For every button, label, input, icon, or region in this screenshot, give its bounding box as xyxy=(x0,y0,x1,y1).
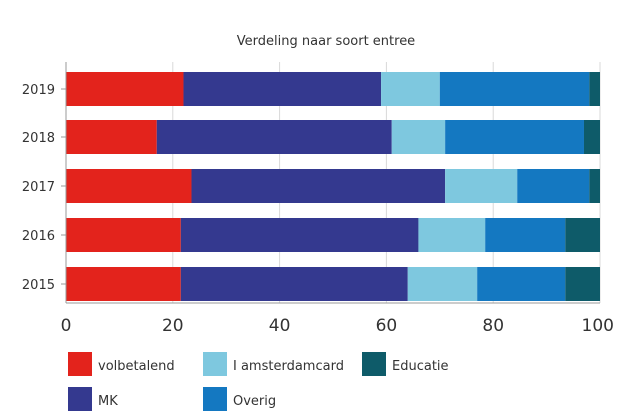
bar-2017-volbetalend xyxy=(66,169,192,203)
legend-label-educatie: Educatie xyxy=(392,359,449,374)
bar-2019-i-amsterdamcard xyxy=(381,72,440,106)
bar-2018-i-amsterdamcard xyxy=(391,120,446,154)
bar-2019-overig xyxy=(439,72,590,106)
legend-swatch-i-amsterdamcard xyxy=(203,352,227,376)
bar-2016-mk xyxy=(180,218,419,252)
bar-2018-mk xyxy=(156,120,392,154)
bar-2017-mk xyxy=(191,169,446,203)
bars-layer xyxy=(66,72,600,301)
bar-2016-educatie xyxy=(565,218,600,252)
legend-label-i-amsterdamcard: I amsterdamcard xyxy=(233,359,344,374)
bar-2018-overig xyxy=(445,120,584,154)
x-tick-label-80: 80 xyxy=(482,316,504,336)
legend-swatch-volbetalend xyxy=(68,352,92,376)
bar-2015-overig xyxy=(477,267,566,301)
x-tick-label-0: 0 xyxy=(61,316,72,336)
y-tick-label-2015: 2015 xyxy=(22,278,55,293)
y-tick-label-2016: 2016 xyxy=(22,229,55,244)
bar-2017-educatie xyxy=(589,169,600,203)
bar-2019-educatie xyxy=(589,72,600,106)
bar-2015-i-amsterdamcard xyxy=(407,267,478,301)
bar-2015-volbetalend xyxy=(66,267,181,301)
bar-2016-overig xyxy=(485,218,566,252)
legend-label-volbetalend: volbetalend xyxy=(98,359,175,374)
bar-2016-volbetalend xyxy=(66,218,181,252)
x-tick-label-20: 20 xyxy=(162,316,184,336)
legend-swatch-mk xyxy=(68,387,92,411)
x-tick-label-60: 60 xyxy=(376,316,398,336)
bar-2017-i-amsterdamcard xyxy=(445,169,518,203)
axis-layer: 2019 2018 2017 2016 2015 0 20 40 60 80 100 xyxy=(22,62,614,336)
x-tick-label-40: 40 xyxy=(269,316,291,336)
bar-2015-educatie xyxy=(565,267,600,301)
legend: volbetalend I amsterdamcard Educatie MK Over… xyxy=(68,352,449,411)
bar-2019-volbetalend xyxy=(66,72,184,106)
bar-2018-volbetalend xyxy=(66,120,157,154)
legend-swatch-overig xyxy=(203,387,227,411)
y-tick-label-2017: 2017 xyxy=(22,180,55,195)
chart-title: Verdeling naar soort entree xyxy=(237,34,415,49)
bar-2018-educatie xyxy=(583,120,600,154)
legend-label-mk: MK xyxy=(98,394,118,409)
legend-label-overig: Overig xyxy=(233,394,276,409)
bar-2015-mk xyxy=(180,267,408,301)
legend-swatch-educatie xyxy=(362,352,386,376)
x-tick-label-100: 100 xyxy=(582,316,614,336)
y-tick-label-2019: 2019 xyxy=(22,83,55,98)
bar-2016-i-amsterdamcard xyxy=(418,218,486,252)
y-tick-label-2018: 2018 xyxy=(22,131,55,146)
bar-2017-overig xyxy=(517,169,590,203)
bar-2019-mk xyxy=(183,72,382,106)
